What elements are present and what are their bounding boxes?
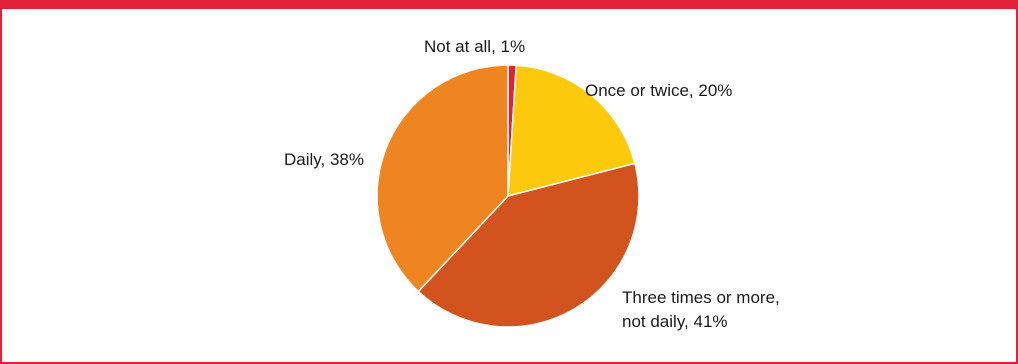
slice-label-line: Three times or more,: [622, 288, 780, 307]
slice-label-daily: Daily, 38%: [284, 150, 364, 169]
slice-label-line: not daily, 41%: [622, 312, 728, 331]
pie-slice-daily: [376, 64, 509, 293]
slice-label-line: Not at all, 1%: [424, 37, 525, 56]
pie-chart: Not at all, 1% Once or twice, 20% Three ti…: [284, 37, 780, 331]
slice-label-line: Daily, 38%: [284, 150, 364, 169]
pie-slice-once-or-twice: [507, 64, 636, 197]
slice-label-once-or-twice: Once or twice, 20%: [585, 81, 732, 100]
pie-slice-three-times-or-more-not-daily: [417, 162, 640, 328]
slice-label-not-at-all: Not at all, 1%: [424, 37, 525, 56]
slice-label-line: Once or twice, 20%: [585, 81, 732, 100]
slice-label-three-times-or-more-not-daily: Three times or more, not daily, 41%: [622, 288, 780, 331]
